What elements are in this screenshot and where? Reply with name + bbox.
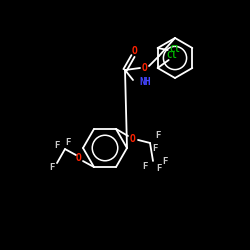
Text: O: O bbox=[76, 153, 82, 163]
Text: O: O bbox=[130, 134, 136, 144]
Text: Cl: Cl bbox=[166, 52, 177, 60]
Text: O: O bbox=[142, 63, 148, 73]
Text: F: F bbox=[54, 140, 60, 149]
Text: F: F bbox=[65, 138, 71, 146]
Text: F: F bbox=[155, 132, 161, 140]
Text: F: F bbox=[156, 164, 162, 173]
Text: F: F bbox=[49, 162, 55, 172]
Text: O: O bbox=[132, 46, 138, 56]
Text: NH: NH bbox=[139, 77, 151, 87]
Text: Cl: Cl bbox=[169, 46, 180, 54]
Text: F: F bbox=[162, 158, 168, 166]
Text: F: F bbox=[152, 144, 158, 154]
Text: F: F bbox=[142, 162, 148, 172]
